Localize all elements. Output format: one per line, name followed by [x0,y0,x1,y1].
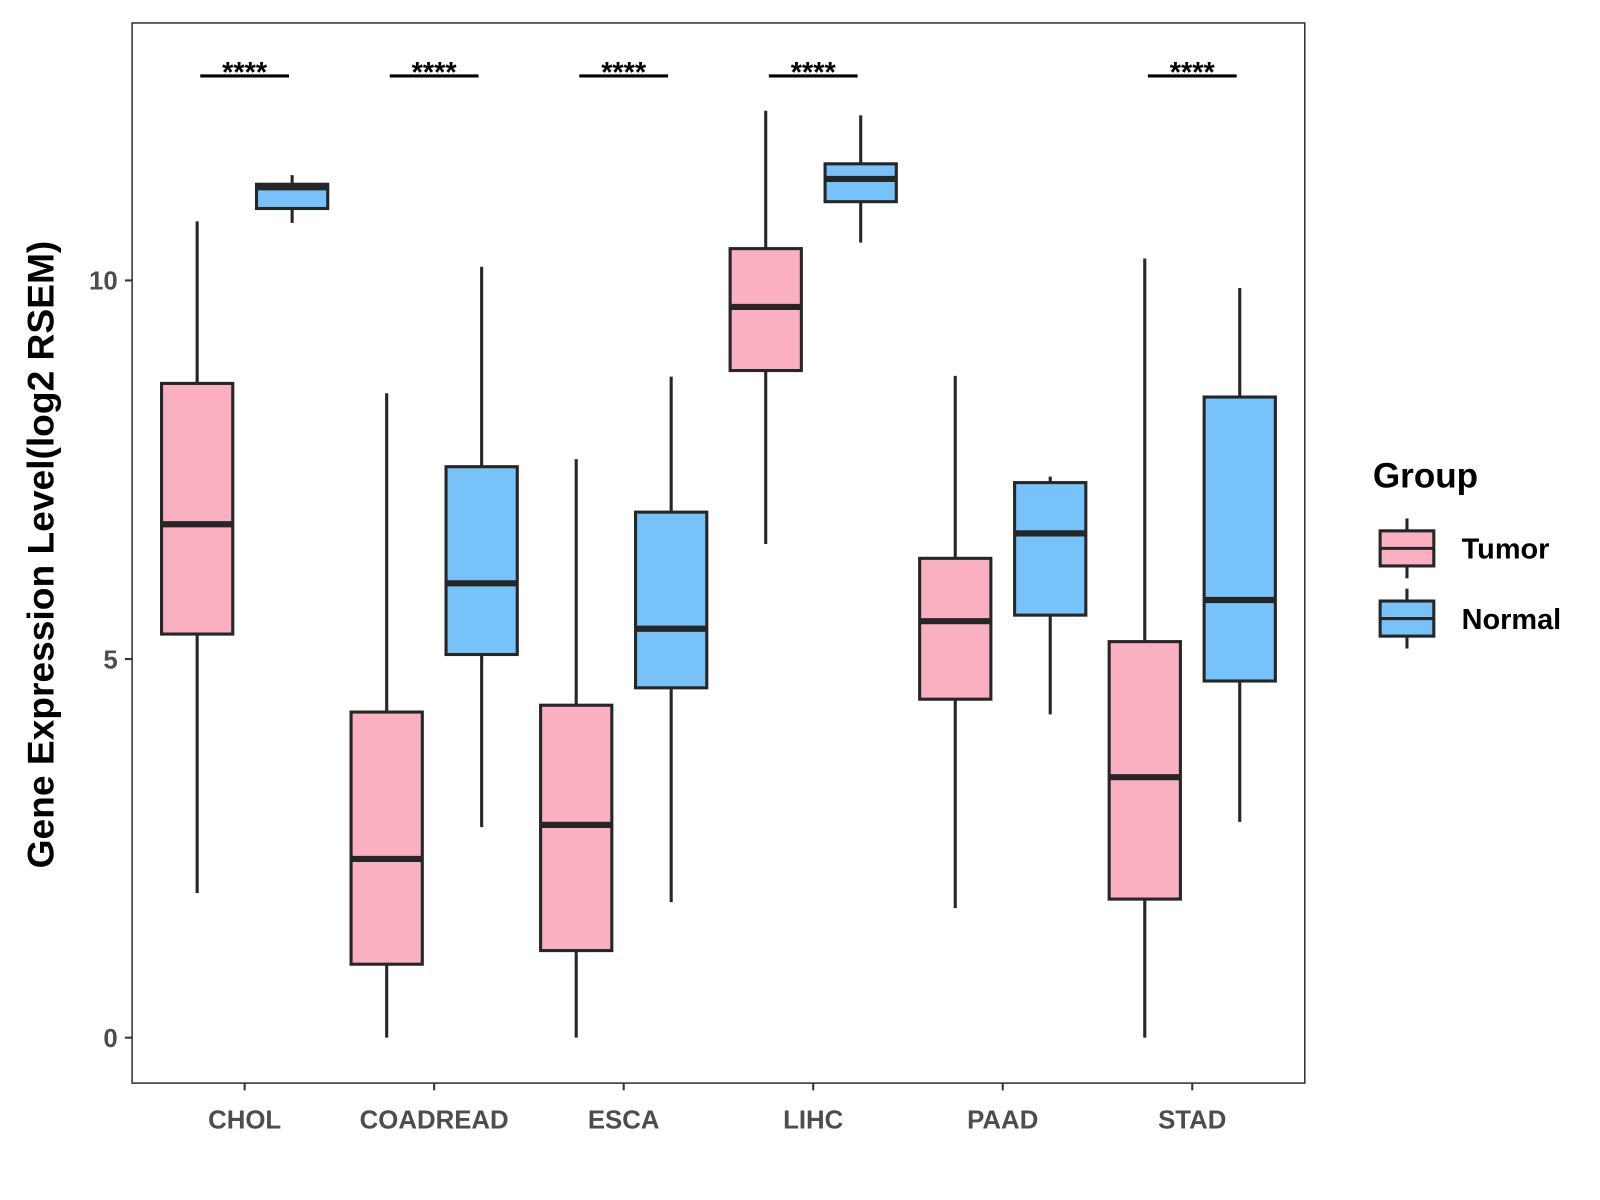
significance-label: **** [1170,57,1216,89]
box-tumor-chol [160,221,235,894]
x-tick-label: STAD [1158,1107,1226,1135]
x-tick-label: COADREAD [360,1107,509,1135]
y-tick-label: 10 [89,268,118,296]
box-tumor-stad [1107,258,1182,1038]
significance-label: **** [601,57,647,89]
legend-label-tumor: Tumor [1462,534,1550,566]
box-iqr [160,381,235,636]
plot-panel [131,22,1306,1084]
legend: Tumor Normal [1378,518,1562,649]
y-axis-label: Gene Expression Level(log2 RSEM) [20,241,62,869]
box-normal-stad [1202,288,1277,822]
box-iqr [823,162,898,204]
box-iqr [918,556,993,701]
y-tick-label: 0 [103,1025,117,1053]
x-tick-label: PAAD [967,1107,1038,1135]
box-iqr [444,465,519,657]
x-tick-label: CHOL [208,1107,281,1135]
box-normal-esca [634,376,709,903]
y-tick-label: 5 [103,646,117,674]
x-tick-label: ESCA [588,1107,660,1135]
legend-title: Group [1373,456,1478,495]
box-iqr [634,510,709,690]
box-iqr [1107,640,1182,901]
box-iqr [1013,481,1088,617]
box-normal-chol [254,175,330,223]
box-tumor-paad [918,375,993,909]
box-normal-lihc [823,115,898,243]
box-tumor-esca [539,459,614,1038]
box-normal-paad [1013,476,1088,715]
significance-label: **** [222,57,268,89]
significance-label: **** [791,57,837,89]
significance-label: **** [412,57,458,89]
box-iqr [349,710,424,966]
box-tumor-coadread [349,393,424,1038]
box-iqr [1202,395,1277,683]
box-tumor-lihc [728,110,803,544]
box-normal-coadread [444,266,519,828]
x-tick-label: LIHC [783,1107,843,1135]
legend-label-normal: Normal [1462,604,1562,636]
